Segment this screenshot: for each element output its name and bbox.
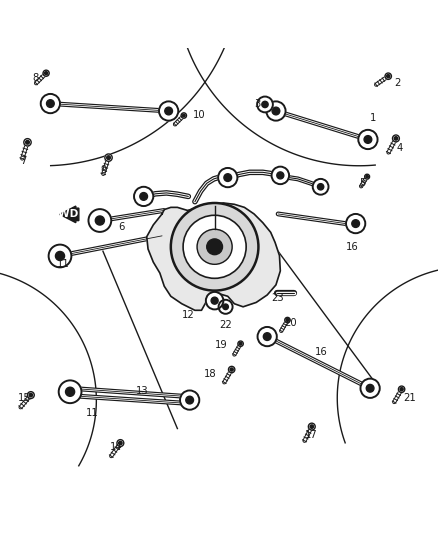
Circle shape bbox=[263, 333, 271, 341]
Circle shape bbox=[385, 73, 392, 79]
Circle shape bbox=[239, 342, 242, 345]
Circle shape bbox=[364, 135, 372, 143]
Circle shape bbox=[28, 392, 34, 399]
Text: 22: 22 bbox=[219, 320, 232, 330]
Circle shape bbox=[183, 114, 185, 117]
Circle shape bbox=[181, 113, 187, 118]
Circle shape bbox=[285, 317, 290, 323]
Circle shape bbox=[286, 319, 289, 321]
Circle shape bbox=[229, 366, 235, 373]
Circle shape bbox=[46, 100, 54, 108]
Text: 4: 4 bbox=[396, 143, 403, 154]
Circle shape bbox=[45, 71, 48, 75]
Circle shape bbox=[165, 107, 173, 115]
Text: 1: 1 bbox=[370, 112, 377, 123]
Circle shape bbox=[56, 252, 64, 261]
Circle shape bbox=[134, 187, 153, 206]
Text: 20: 20 bbox=[285, 318, 297, 328]
Circle shape bbox=[59, 381, 81, 403]
Circle shape bbox=[43, 70, 49, 76]
Circle shape bbox=[211, 297, 218, 304]
Circle shape bbox=[230, 368, 233, 371]
Circle shape bbox=[272, 167, 289, 184]
Text: 10: 10 bbox=[193, 110, 205, 120]
Polygon shape bbox=[147, 203, 280, 310]
Circle shape bbox=[360, 378, 380, 398]
Circle shape bbox=[207, 239, 223, 255]
Circle shape bbox=[88, 209, 111, 232]
Text: 2: 2 bbox=[394, 77, 401, 87]
Circle shape bbox=[117, 440, 124, 447]
Circle shape bbox=[366, 175, 368, 178]
Text: 23: 23 bbox=[272, 293, 284, 303]
Text: 16: 16 bbox=[315, 347, 328, 357]
Text: 17: 17 bbox=[304, 430, 317, 440]
Circle shape bbox=[224, 174, 232, 181]
Text: 19: 19 bbox=[215, 341, 228, 350]
Circle shape bbox=[392, 135, 399, 142]
Circle shape bbox=[119, 441, 122, 445]
Text: 5: 5 bbox=[359, 178, 366, 188]
Text: 13: 13 bbox=[136, 386, 148, 397]
Text: 11: 11 bbox=[57, 260, 70, 269]
Text: 21: 21 bbox=[403, 393, 416, 403]
Circle shape bbox=[107, 156, 110, 159]
Circle shape bbox=[310, 425, 314, 429]
Circle shape bbox=[171, 203, 258, 290]
FancyArrow shape bbox=[60, 206, 79, 223]
Circle shape bbox=[313, 179, 328, 195]
Circle shape bbox=[346, 214, 365, 233]
Circle shape bbox=[218, 168, 237, 187]
Circle shape bbox=[26, 141, 29, 144]
Text: 9: 9 bbox=[101, 165, 107, 175]
Circle shape bbox=[159, 101, 178, 120]
Text: 11: 11 bbox=[85, 408, 98, 418]
Circle shape bbox=[258, 327, 277, 346]
Circle shape bbox=[262, 101, 268, 108]
Text: 16: 16 bbox=[346, 242, 359, 252]
Circle shape bbox=[257, 96, 273, 112]
Circle shape bbox=[105, 154, 112, 161]
Circle shape bbox=[180, 391, 199, 410]
Circle shape bbox=[29, 393, 32, 397]
Circle shape bbox=[387, 75, 390, 78]
Circle shape bbox=[186, 396, 194, 404]
Circle shape bbox=[277, 172, 284, 179]
Circle shape bbox=[206, 292, 223, 310]
Circle shape bbox=[366, 384, 374, 392]
Circle shape bbox=[24, 139, 31, 146]
Text: 18: 18 bbox=[204, 369, 217, 379]
Circle shape bbox=[399, 386, 405, 392]
Circle shape bbox=[358, 130, 378, 149]
Text: 14: 14 bbox=[110, 442, 122, 452]
Circle shape bbox=[140, 192, 148, 200]
Text: FWD: FWD bbox=[51, 209, 78, 220]
Circle shape bbox=[238, 341, 243, 346]
Circle shape bbox=[41, 94, 60, 113]
Circle shape bbox=[394, 136, 398, 140]
Circle shape bbox=[400, 387, 403, 391]
Circle shape bbox=[318, 184, 324, 190]
Circle shape bbox=[95, 216, 104, 225]
Text: 6: 6 bbox=[118, 222, 125, 232]
Circle shape bbox=[223, 304, 228, 310]
Text: 12: 12 bbox=[182, 310, 195, 320]
Circle shape bbox=[219, 300, 233, 314]
Circle shape bbox=[365, 174, 370, 179]
Circle shape bbox=[66, 387, 74, 397]
Circle shape bbox=[183, 215, 246, 278]
Circle shape bbox=[352, 220, 360, 228]
Circle shape bbox=[197, 229, 232, 264]
Text: 3: 3 bbox=[254, 100, 261, 109]
Circle shape bbox=[266, 101, 286, 120]
Text: 8: 8 bbox=[33, 73, 39, 83]
Circle shape bbox=[308, 423, 315, 430]
Circle shape bbox=[272, 107, 280, 115]
Circle shape bbox=[49, 245, 71, 268]
Text: 15: 15 bbox=[18, 393, 30, 403]
Text: 7: 7 bbox=[20, 156, 26, 166]
